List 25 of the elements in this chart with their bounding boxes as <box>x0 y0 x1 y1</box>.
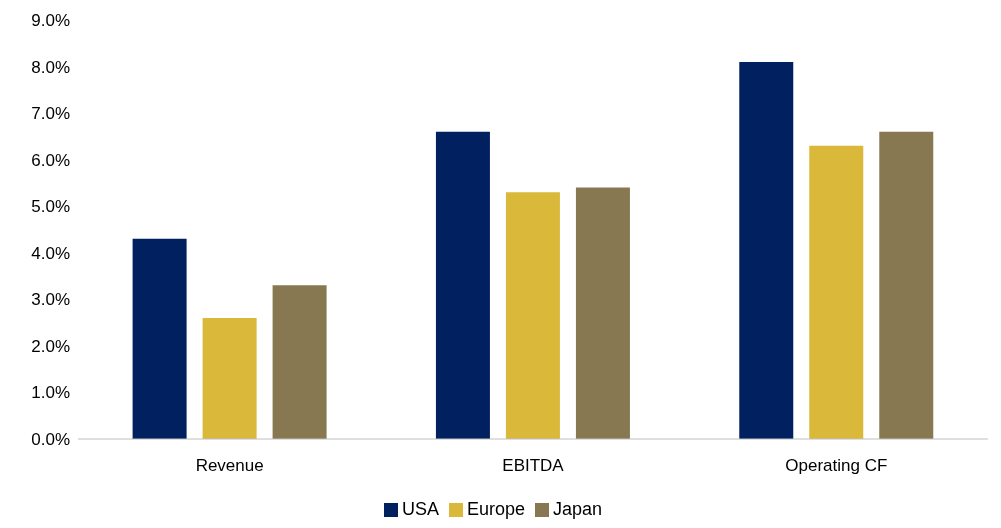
y-tick-label: 4.0% <box>31 243 70 263</box>
x-tick-label: EBITDA <box>502 456 565 476</box>
legend-label: Japan <box>553 499 603 519</box>
x-tick-label: Revenue <box>195 456 264 476</box>
bar <box>809 145 864 439</box>
bar <box>739 61 794 439</box>
bar <box>272 285 327 439</box>
y-tick-label: 5.0% <box>31 197 70 217</box>
x-tick-label: Operating CF <box>785 456 888 476</box>
y-tick-label: 0.0% <box>31 430 70 450</box>
bar <box>879 131 934 439</box>
bar <box>132 238 187 439</box>
y-tick-label: 1.0% <box>31 383 70 403</box>
y-tick-label: 3.0% <box>31 290 70 310</box>
legend-label: USA <box>401 499 439 519</box>
legend-label: Europe <box>466 499 525 519</box>
y-tick-label: 9.0% <box>31 11 70 31</box>
y-tick-label: 7.0% <box>31 104 70 124</box>
y-tick-label: 6.0% <box>31 150 70 170</box>
bar <box>202 317 257 439</box>
bar <box>575 187 630 439</box>
y-tick-label: 8.0% <box>31 57 70 77</box>
y-tick-label: 2.0% <box>31 336 70 356</box>
bar <box>505 192 560 439</box>
bar <box>435 131 490 439</box>
